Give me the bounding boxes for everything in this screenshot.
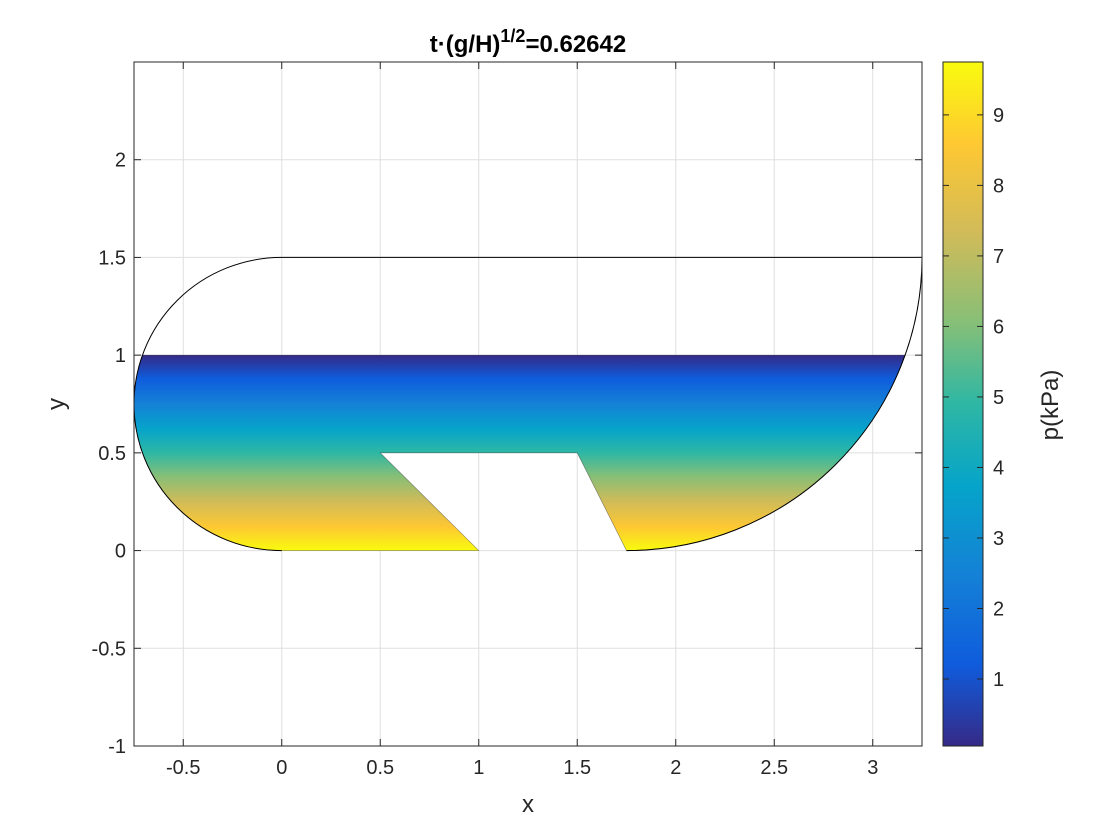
title-prefix: t·(g/H): [430, 31, 501, 58]
colorbar-tick-label: 8: [993, 175, 1004, 197]
y-tick-label: 0.5: [98, 443, 126, 465]
x-tick-label: 1.5: [563, 757, 591, 779]
title-superscript: 1/2: [500, 26, 525, 46]
x-axis-label: x: [522, 791, 534, 818]
x-axis-ticks: -0.5 0 0.5 1 1.5 2 2.5 3: [166, 62, 878, 779]
y-axis-ticks: -1 -0.5 0 0.5 1 1.5 2: [92, 150, 922, 758]
x-tick-label: 0.5: [366, 757, 394, 779]
colorbar-tick-label: 2: [993, 598, 1004, 620]
y-axis-label: y: [43, 398, 70, 410]
y-tick-label: 1: [115, 345, 126, 367]
colorbar-tick-label: 1: [993, 669, 1004, 691]
colorbar-tick-label: 6: [993, 316, 1004, 338]
colorbar-tick-label: 5: [993, 387, 1004, 409]
colorbar-label: p(kPa): [1037, 370, 1064, 441]
y-tick-label: 0: [115, 541, 126, 563]
x-tick-label: -0.5: [166, 757, 200, 779]
y-tick-label: -1: [108, 736, 126, 758]
x-tick-label: 3: [867, 757, 878, 779]
x-tick-label: 2.5: [760, 757, 788, 779]
y-tick-label: -0.5: [92, 638, 126, 660]
colorbar-tick-label: 4: [993, 457, 1004, 479]
container-outline: [134, 256, 922, 552]
colorbar-frame: [942, 61, 984, 747]
y-tick-label: 1.5: [98, 247, 126, 269]
axes-box: [133, 61, 923, 747]
chart-title: t·(g/H)1/2=0.62642: [430, 26, 626, 58]
colorbar-tick-label: 9: [993, 105, 1004, 127]
x-tick-label: 1: [473, 757, 484, 779]
title-suffix: =0.62642: [525, 31, 626, 58]
x-tick-label: 0: [276, 757, 287, 779]
colorbar-tick-label: 7: [993, 246, 1004, 268]
colorbar-tick-label: 3: [993, 528, 1004, 550]
x-tick-label: 2: [670, 757, 681, 779]
axes: [133, 61, 923, 747]
colorbar: 1 2 3 4 5 6 7 8 9: [942, 61, 1004, 747]
colorbar-gradient: [943, 62, 983, 746]
container-wall: [134, 256, 922, 552]
y-tick-label: 2: [115, 150, 126, 172]
